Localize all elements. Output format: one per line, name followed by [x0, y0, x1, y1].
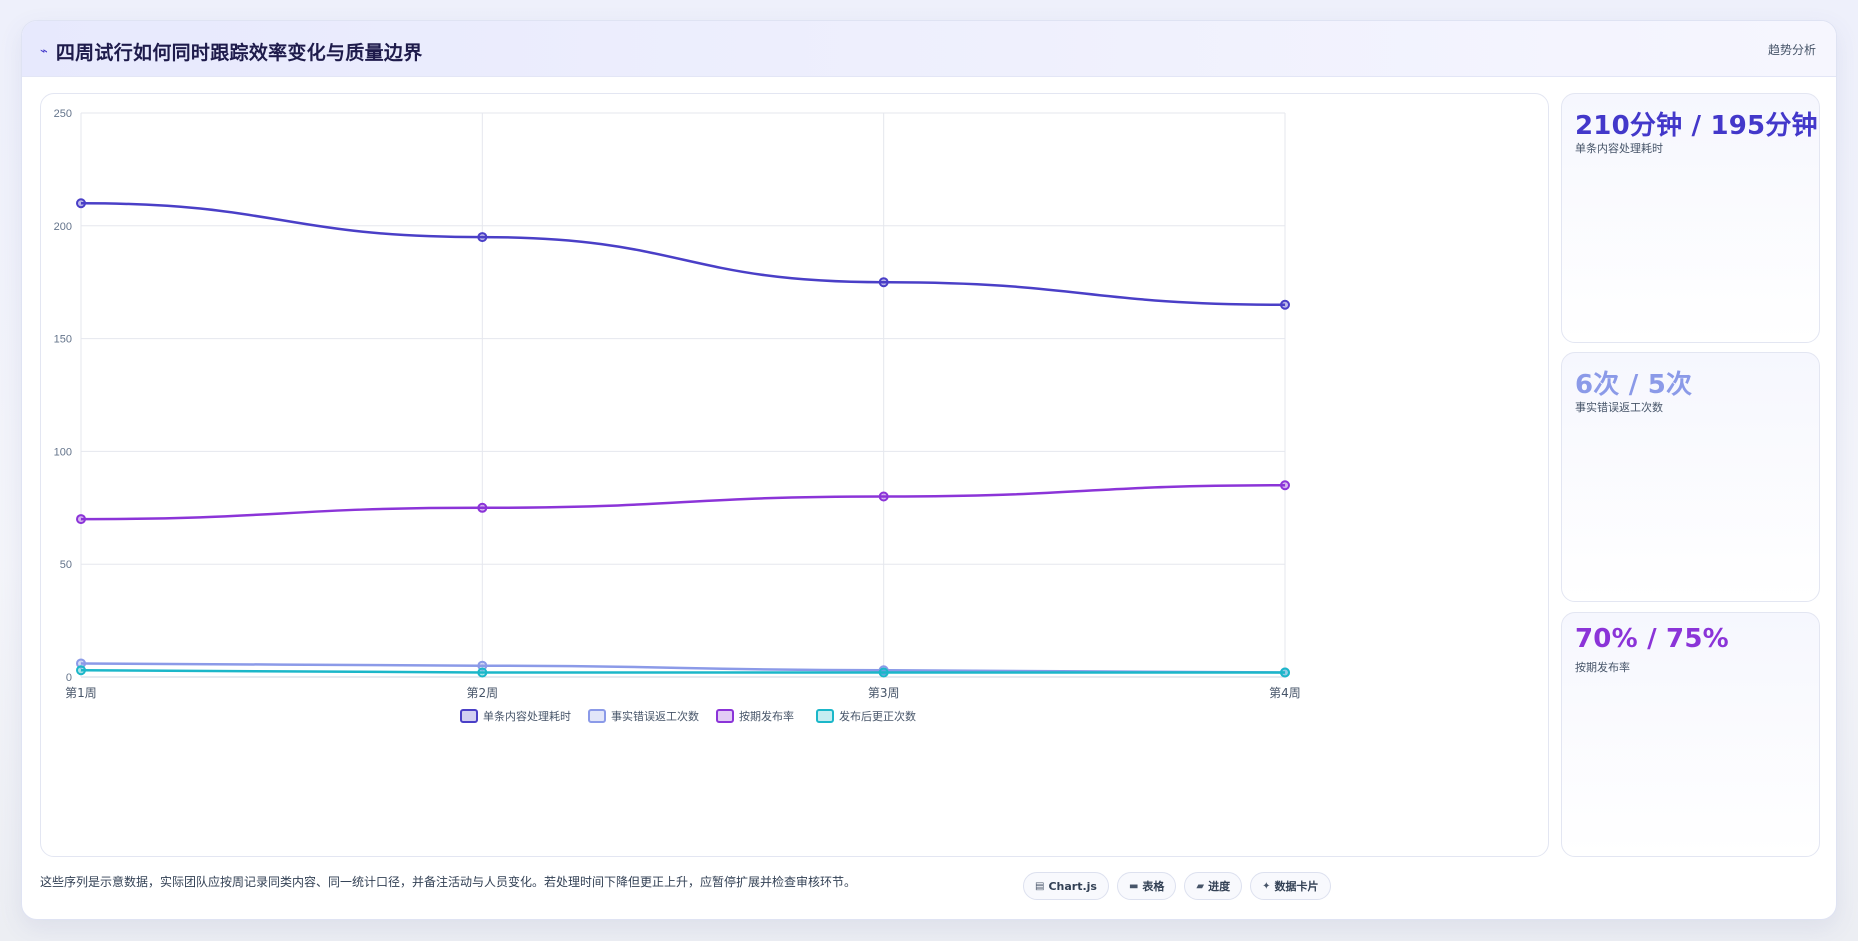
footnote: 这些序列是示意数据，实际团队应按周记录同类内容、同一统计口径，并备注活动与人员变… [40, 875, 857, 889]
x-tick-label: 第4周 [1269, 686, 1301, 700]
data-point [878, 491, 889, 502]
x-tick-label: 第2周 [467, 686, 499, 700]
pill-label: 进度 [1208, 880, 1231, 893]
pill-table[interactable]: ▬ 表格 [1116, 872, 1177, 900]
y-tick-label: 150 [54, 334, 72, 346]
x-tick-label: 第3周 [868, 686, 900, 700]
stat-label: 事实错误返工次数 [1575, 401, 1663, 414]
legend-swatch [588, 709, 606, 723]
tech-pills: ▤ Chart.js ▬ 表格 ▰ 进度 ✦ 数据卡片 [1023, 872, 1331, 900]
legend-label: 事实错误返工次数 [611, 709, 699, 723]
x-tick-label: 第1周 [65, 686, 97, 700]
progress-icon: ▰ [1196, 880, 1205, 892]
y-tick-label: 50 [60, 559, 72, 571]
stat-value: 6次 / 5次 [1575, 370, 1693, 400]
legend-swatch [460, 709, 478, 723]
y-tick-label: 250 [54, 108, 72, 120]
data-point [1280, 299, 1290, 310]
pin-icon: ⌁ [40, 44, 48, 59]
pill-chartjs[interactable]: ▤ Chart.js [1023, 872, 1109, 900]
y-tick-label: 0 [66, 672, 72, 684]
data-point [76, 514, 86, 525]
stat-value: 70% / 75% [1575, 624, 1729, 654]
pill-progress[interactable]: ▰ 进度 [1184, 872, 1243, 900]
series-line [80, 483, 1286, 521]
legend-label: 单条内容处理耗时 [483, 709, 571, 723]
table-icon: ▬ [1128, 880, 1139, 892]
legend-label: 按期发布率 [739, 709, 794, 723]
data-point [1280, 480, 1290, 491]
stat-value: 210分钟 / 195分钟 [1575, 111, 1818, 141]
pill-label: Chart.js [1048, 879, 1097, 893]
data-point [477, 660, 488, 671]
stat-card-processing-time: 210分钟 / 195分钟 单条内容处理耗时 [1561, 93, 1820, 343]
data-point [76, 198, 86, 209]
series-line [80, 201, 1286, 307]
stat-card-rework: 6次 / 5次 事实错误返工次数 [1561, 352, 1820, 602]
chart-icon: ▤ [1035, 880, 1045, 892]
page-title: 四周试行如何同时跟踪效率变化与质量边界 [55, 42, 423, 64]
sparkle-icon: ✦ [1262, 880, 1271, 892]
legend-label: 发布后更正次数 [839, 709, 916, 723]
pill-data-card[interactable]: ✦ 数据卡片 [1250, 872, 1331, 900]
chart-panel: 0 50 100 150 200 250 第1周 第2周 第3周 第4周单条内容处理耗时 事实错误返… [40, 93, 1549, 857]
main-card: ⌁ 四周试行如何同时跟踪效率变化与质量边界 趋势分析 0 50 100 150 200 2… [21, 20, 1837, 920]
legend-swatch [716, 709, 734, 723]
data-point [76, 658, 86, 669]
data-point [1280, 667, 1290, 678]
analysis-tag: 趋势分析 [1767, 43, 1816, 57]
y-tick-label: 200 [54, 221, 72, 233]
data-point [76, 665, 86, 676]
title-wrap: ⌁ 四周试行如何同时跟踪效率变化与质量边界 [40, 38, 423, 65]
y-tick-label: 100 [54, 446, 72, 458]
stat-card-on-time: 70% / 75% 按期发布率 [1561, 612, 1820, 857]
series-line [80, 668, 1285, 674]
stat-label: 单条内容处理耗时 [1575, 142, 1663, 155]
data-point [878, 667, 889, 678]
data-point [878, 277, 889, 288]
stat-label: 按期发布率 [1575, 661, 1630, 674]
legend-swatch [816, 709, 834, 723]
data-point [477, 232, 488, 243]
data-point [477, 667, 488, 678]
pill-label: 表格 [1142, 880, 1165, 893]
header: ⌁ 四周试行如何同时跟踪效率变化与质量边界 趋势分析 [22, 21, 1836, 77]
pill-label: 数据卡片 [1274, 880, 1319, 893]
data-point [477, 502, 488, 513]
